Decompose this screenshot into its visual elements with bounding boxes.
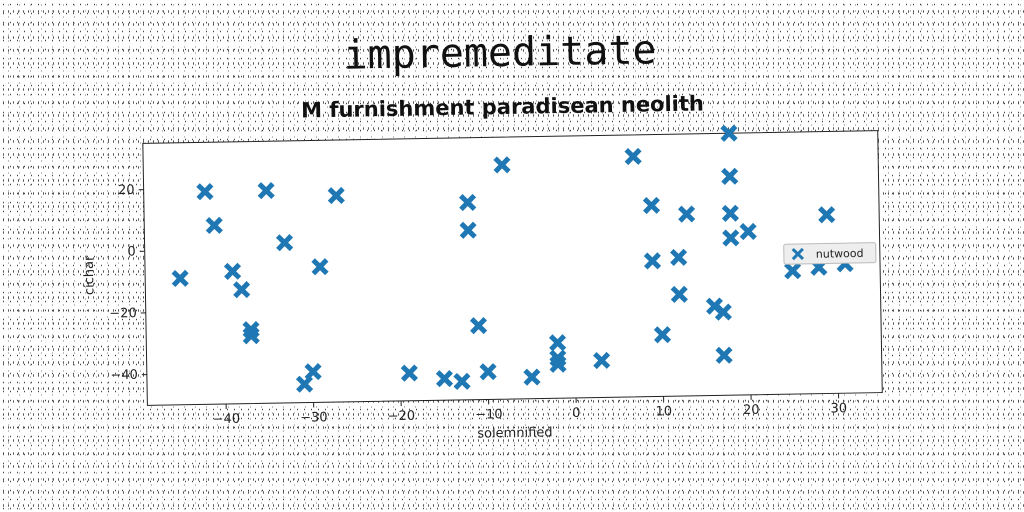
- scatter-point: [308, 367, 318, 377]
- scatter-point: [246, 331, 256, 341]
- x-tick-label: −40: [213, 412, 241, 427]
- scatter-point: [725, 171, 735, 181]
- scatter-point: [527, 372, 537, 382]
- scatter-point: [743, 226, 753, 236]
- scatter-point: [261, 186, 271, 196]
- scatter-point: [674, 289, 684, 299]
- scatter-point: [788, 266, 798, 276]
- scatter-point: [725, 208, 735, 218]
- scatter-point: [553, 338, 563, 348]
- scatter-point: [553, 359, 563, 369]
- scatter-point: [457, 376, 467, 386]
- y-axis-label: cichar: [82, 255, 98, 295]
- scatter-point: [646, 200, 656, 210]
- scatter-point: [647, 256, 657, 266]
- scatter-point: [657, 330, 667, 340]
- scatter-point: [279, 238, 289, 248]
- x-tick-label: 10: [655, 404, 672, 419]
- scatter-point: [331, 190, 341, 200]
- y-tick-label: 0: [127, 244, 136, 259]
- y-tick-label: −20: [109, 306, 137, 321]
- scatter-point: [726, 233, 736, 243]
- scatter-point: [463, 225, 473, 235]
- scatter-point: [628, 151, 638, 161]
- y-tick-label: 20: [118, 183, 135, 198]
- scatter-point: [463, 197, 473, 207]
- scatter-point: [719, 350, 729, 360]
- scatter-point: [404, 368, 414, 378]
- x-tick-label: 30: [830, 401, 847, 416]
- legend: nutwood: [784, 243, 876, 265]
- scatter-point: [718, 307, 728, 317]
- scatter-point: [200, 187, 210, 197]
- scatter-point: [439, 374, 449, 384]
- y-tick-label: −40: [110, 368, 138, 383]
- scatter-point: [497, 160, 507, 170]
- scatter-point: [822, 210, 832, 220]
- scatter-point: [227, 266, 237, 276]
- scatter-point: [175, 273, 185, 283]
- scatter-point: [597, 355, 607, 365]
- scatter-point: [473, 321, 483, 331]
- scatter-point: [674, 252, 684, 262]
- x-tick-label: −20: [388, 409, 416, 424]
- x-axis-label: solemnified: [477, 425, 553, 441]
- x-tick-label: −30: [300, 410, 328, 425]
- plot-area: [143, 131, 882, 406]
- legend-label: nutwood: [816, 247, 864, 261]
- scatter-point: [209, 220, 219, 230]
- scatter-point: [299, 379, 309, 389]
- x-tick-label: 0: [572, 406, 581, 421]
- scatter-point: [315, 262, 325, 272]
- scatter-point: [237, 285, 247, 295]
- scatter-point: [682, 209, 692, 219]
- x-tick-label: −10: [475, 407, 503, 422]
- scatter-point: [483, 367, 493, 377]
- scatter-point: [724, 128, 734, 138]
- x-tick-label: 20: [743, 403, 760, 418]
